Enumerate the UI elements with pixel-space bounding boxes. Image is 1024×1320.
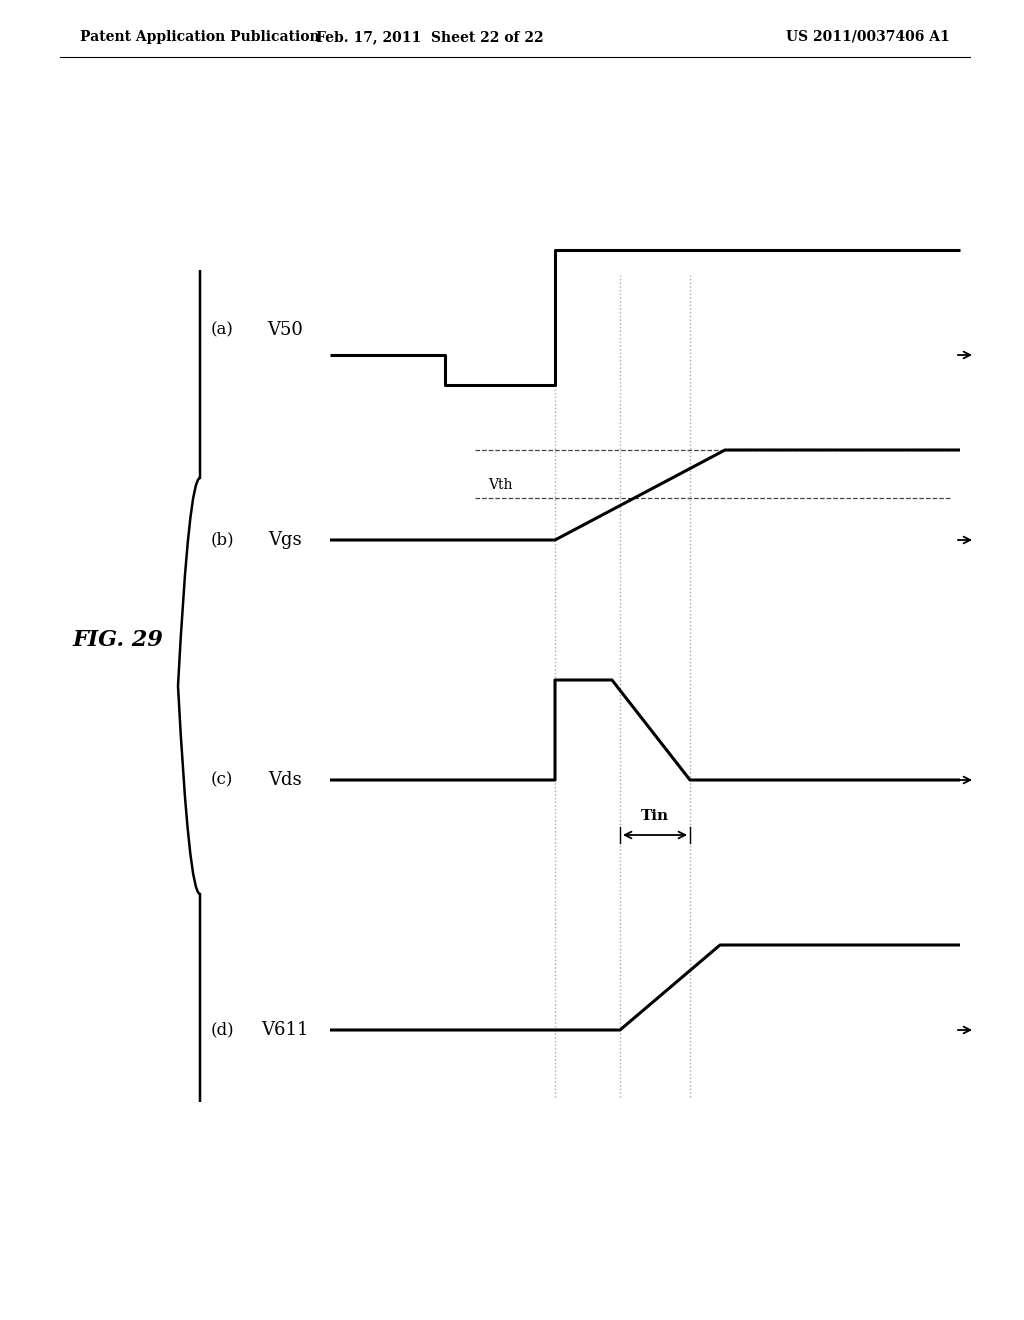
Text: Vds: Vds xyxy=(268,771,302,789)
Text: Tin: Tin xyxy=(641,809,669,822)
Text: Vth: Vth xyxy=(487,478,512,492)
Text: FIG. 29: FIG. 29 xyxy=(73,630,164,651)
Text: V611: V611 xyxy=(261,1020,309,1039)
Text: Feb. 17, 2011  Sheet 22 of 22: Feb. 17, 2011 Sheet 22 of 22 xyxy=(316,30,544,44)
Text: (c): (c) xyxy=(211,771,233,788)
Text: (d): (d) xyxy=(210,1022,233,1039)
Text: Vgs: Vgs xyxy=(268,531,302,549)
Text: V50: V50 xyxy=(267,321,303,339)
Text: (a): (a) xyxy=(211,322,233,338)
Text: Patent Application Publication: Patent Application Publication xyxy=(80,30,319,44)
Text: (b): (b) xyxy=(210,532,233,549)
Text: US 2011/0037406 A1: US 2011/0037406 A1 xyxy=(786,30,950,44)
